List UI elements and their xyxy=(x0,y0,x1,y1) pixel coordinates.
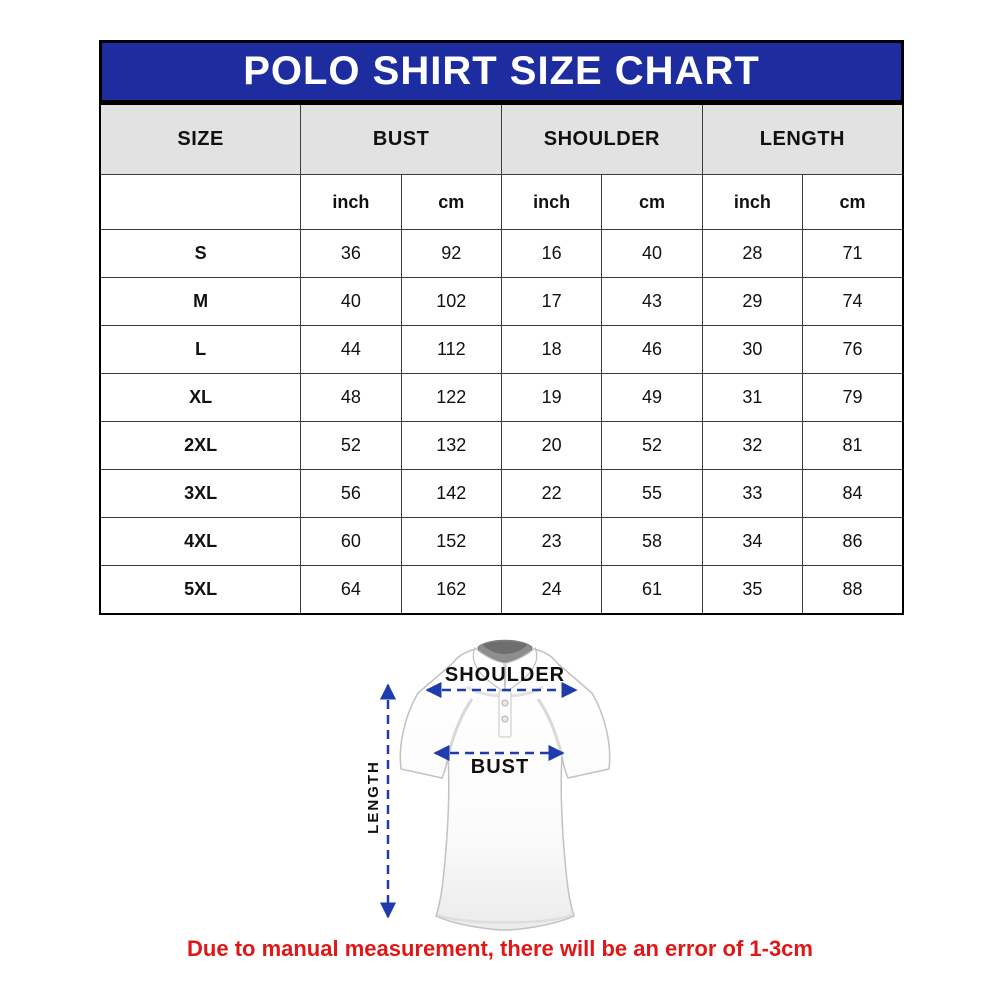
value-cell: 18 xyxy=(500,325,603,374)
value-cell: 58 xyxy=(601,517,703,566)
shoulder-label: SHOULDER xyxy=(444,664,566,686)
value-cell: 16 xyxy=(500,229,603,278)
value-cell: 48 xyxy=(300,373,402,422)
value-cell: 86 xyxy=(802,517,904,566)
size-label: M xyxy=(99,277,302,326)
value-cell: 28 xyxy=(701,229,804,278)
table-row: 4XL 60 152 23 58 34 86 xyxy=(99,517,904,566)
value-cell: 22 xyxy=(500,469,603,518)
value-cell: 132 xyxy=(400,421,503,470)
table-row: XL 48 122 19 49 31 79 xyxy=(99,373,904,422)
polo-shirt-illustration xyxy=(379,639,611,931)
button xyxy=(501,715,509,723)
unit-header: inch xyxy=(701,174,804,230)
value-cell: 162 xyxy=(400,565,503,615)
collar-opening xyxy=(483,641,527,654)
value-cell: 31 xyxy=(701,373,804,422)
value-cell: 64 xyxy=(300,565,402,615)
unit-header-row: inch cm inch cm inch cm xyxy=(99,174,904,230)
value-cell: 61 xyxy=(601,565,703,615)
value-cell: 17 xyxy=(500,277,603,326)
value-cell: 33 xyxy=(701,469,804,518)
size-label: S xyxy=(99,229,302,278)
size-label: 5XL xyxy=(99,565,302,615)
value-cell: 43 xyxy=(601,277,703,326)
unit-header: cm xyxy=(601,174,703,230)
value-cell: 122 xyxy=(400,373,503,422)
value-cell: 81 xyxy=(802,421,904,470)
table-row: 2XL 52 132 20 52 32 81 xyxy=(99,421,904,470)
col-header-shoulder: SHOULDER xyxy=(501,103,703,175)
value-cell: 30 xyxy=(701,325,804,374)
value-cell: 102 xyxy=(400,277,503,326)
value-cell: 55 xyxy=(601,469,703,518)
col-header-size: SIZE xyxy=(99,103,302,175)
bust-label: BUST xyxy=(470,756,530,778)
measurement-diagram xyxy=(350,633,660,945)
value-cell: 36 xyxy=(300,229,402,278)
value-cell: 52 xyxy=(601,421,703,470)
size-label: XL xyxy=(99,373,302,422)
value-cell: 44 xyxy=(300,325,402,374)
value-cell: 84 xyxy=(802,469,904,518)
value-cell: 29 xyxy=(701,277,804,326)
size-label: 4XL xyxy=(99,517,302,566)
value-cell: 56 xyxy=(300,469,402,518)
measurement-disclaimer: Due to manual measurement, there will be… xyxy=(187,936,813,961)
value-cell: 20 xyxy=(500,421,603,470)
value-cell: 76 xyxy=(802,325,904,374)
table-row: L 44 112 18 46 30 76 xyxy=(99,325,904,374)
value-cell: 35 xyxy=(701,565,804,615)
value-cell: 142 xyxy=(400,469,503,518)
unit-header: cm xyxy=(802,174,904,230)
value-cell: 49 xyxy=(601,373,703,422)
placket xyxy=(498,690,512,738)
unit-header: inch xyxy=(300,174,402,230)
value-cell: 60 xyxy=(300,517,402,566)
chart-title: POLO SHIRT SIZE CHART xyxy=(243,49,760,93)
value-cell: 23 xyxy=(500,517,603,566)
col-header-length: LENGTH xyxy=(701,103,904,175)
table-row: M 40 102 17 43 29 74 xyxy=(99,277,904,326)
table-row: 5XL 64 162 24 61 35 88 xyxy=(99,565,904,615)
value-cell: 40 xyxy=(300,277,402,326)
size-table: SIZE BUST SHOULDER LENGTH inch cm inch c… xyxy=(99,103,904,615)
value-cell: 46 xyxy=(601,325,703,374)
value-cell: 32 xyxy=(701,421,804,470)
size-label: 2XL xyxy=(99,421,302,470)
size-chart-container: POLO SHIRT SIZE CHART SIZE BUST SHOULDER… xyxy=(99,40,904,615)
value-cell: 74 xyxy=(802,277,904,326)
value-cell: 24 xyxy=(500,565,603,615)
value-cell: 92 xyxy=(400,229,503,278)
chart-title-bar: POLO SHIRT SIZE CHART xyxy=(99,40,904,103)
table-row: 3XL 56 142 22 55 33 84 xyxy=(99,469,904,518)
value-cell: 71 xyxy=(802,229,904,278)
unit-header: inch xyxy=(500,174,603,230)
table-row: S 36 92 16 40 28 71 xyxy=(99,229,904,278)
value-cell: 52 xyxy=(300,421,402,470)
value-cell: 88 xyxy=(802,565,904,615)
col-header-bust: BUST xyxy=(300,103,502,175)
unit-empty-cell xyxy=(99,174,302,230)
unit-header: cm xyxy=(400,174,503,230)
value-cell: 152 xyxy=(400,517,503,566)
shirt-hem-shadow xyxy=(437,913,573,924)
value-cell: 19 xyxy=(500,373,603,422)
size-label: L xyxy=(99,325,302,374)
value-cell: 34 xyxy=(701,517,804,566)
value-cell: 112 xyxy=(400,325,503,374)
button xyxy=(501,699,509,707)
size-label: 3XL xyxy=(99,469,302,518)
value-cell: 79 xyxy=(802,373,904,422)
shirt-body xyxy=(399,648,611,931)
value-cell: 40 xyxy=(601,229,703,278)
length-label: LENGTH xyxy=(365,760,382,834)
table-header-row: SIZE BUST SHOULDER LENGTH xyxy=(99,103,904,175)
